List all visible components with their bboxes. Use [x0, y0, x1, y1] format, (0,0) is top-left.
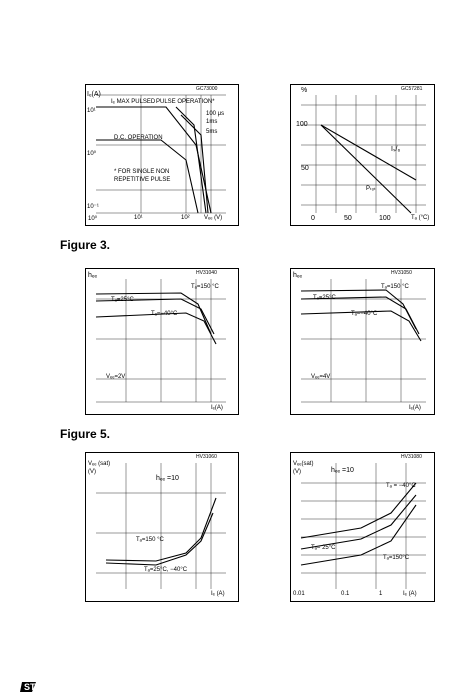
vcesat-150-label: Tₐ=150 °C	[136, 537, 164, 543]
hfe2v-25c	[95, 298, 215, 335]
vcesat-ylabel: Vₑₑ (sat)	[88, 461, 111, 467]
vcesat-25c	[105, 512, 214, 566]
chart-derating: GC57281 % 100 50 0 50 100 Tₐ (°C) Iₛ/₆ P…	[290, 84, 435, 226]
soa-ytick: 10⁰	[87, 151, 97, 157]
hfe4v-m40-label: Tₐ=−40°C	[351, 311, 378, 317]
soa-ytick: 10¹	[87, 108, 96, 114]
hfe2v-xlabel: Iₑ(A)	[211, 405, 223, 411]
derating-sb-label: Iₛ/₆	[391, 146, 401, 153]
hfe2v-25-label: Tₐ=25°C	[111, 297, 134, 303]
vbesat-m40-label: Tₐ = −40°C	[386, 483, 416, 489]
chart-vbesat: HV31080 Vₑₑ(sat) (V) hₑₑ =10 Tₐ = −40°C …	[290, 452, 435, 602]
vcesat-150c	[105, 497, 217, 562]
vbesat-xtick: 0.01	[293, 591, 305, 597]
hfe4v-ylabel: hₑₑ	[293, 272, 303, 279]
vbesat-xlabel: Iₑ (A)	[403, 591, 417, 597]
hfe2v-m40c	[95, 312, 217, 345]
soa-ann-5ms: 5ms	[206, 129, 218, 135]
derating-xtick: 50	[344, 215, 352, 222]
figure-5-label: Figure 5.	[60, 427, 111, 441]
soa-pulsed-curve	[96, 106, 212, 214]
soa-ann-dc: D.C. OPERATION	[114, 135, 163, 141]
vcesat-ylabel-unit: (V)	[88, 469, 96, 475]
derating-xlabel: Tₐ (°C)	[411, 215, 430, 221]
soa-ylabel: Iₑ(A)	[87, 91, 101, 98]
vbesat-25-label: Tₐ= 25°C	[311, 545, 336, 551]
hfe4v-150-label: Tₐ=150 °C	[381, 284, 409, 290]
derating-ylabel: %	[301, 87, 308, 94]
derating-ytick: 50	[301, 165, 309, 172]
soa-ann-single1: * FOR SINGLE NON	[114, 169, 170, 175]
hfe2v-svg	[95, 279, 226, 403]
chart-vcesat: HV31060 Vₑₑ (sat) (V) hₑₑ =10 Tₐ=150 °C …	[85, 452, 239, 602]
vbesat-25c	[300, 494, 417, 550]
soa-xtick: 10²	[181, 215, 190, 221]
vbesat-150c	[300, 504, 417, 566]
chart-hfe-2v: HV31040 hₑₑ Tₐ=150 °C Tₐ=25°C Tₐ=−40°C V…	[85, 268, 239, 415]
soa-xlabel: Vₑₑ (V)	[204, 215, 223, 221]
vbesat-xtick: 1	[379, 591, 383, 597]
derating-ptot-line	[320, 124, 412, 214]
svg-text:ST: ST	[24, 682, 36, 692]
derating-sb-line	[320, 124, 417, 181]
hfe4v-m40c	[300, 310, 422, 342]
vbesat-ylabel: Vₑₑ(sat)	[293, 461, 314, 467]
derating-ytick: 100	[296, 121, 308, 128]
hfe2v-code: HV31040	[196, 270, 217, 276]
hfe4v-vce: Vₑₑ=4V	[311, 374, 331, 380]
hfe2v-ylabel: hₑₑ	[88, 272, 98, 279]
figure-3-label: Figure 3.	[60, 238, 111, 252]
vcesat-code: HV31060	[196, 454, 217, 460]
chart-safe-operating-area: GC73000 Iₑ(A) Iₑ MAX PULSED PULSE OPERAT…	[85, 84, 239, 226]
soa-ann-100us: 100 μs	[206, 111, 225, 117]
vbesat-hfe: hₑₑ =10	[331, 467, 354, 474]
hfe2v-vce: Vₑₑ=2V	[106, 374, 126, 380]
soa-ytick: 10⁻¹	[87, 204, 99, 210]
soa-ann-1ms: 1ms	[206, 119, 218, 125]
vcesat-hfe: hₑₑ =10	[156, 475, 179, 482]
hfe4v-25c	[300, 296, 420, 335]
vcesat-xlabel: Iₑ (A)	[211, 591, 225, 597]
soa-xtick: 10¹	[134, 215, 143, 221]
vbesat-ylabel-unit: (V)	[293, 469, 301, 475]
soa-xtick: 10⁰	[88, 216, 98, 222]
hfe2v-150-label: Tₐ=150 °C	[191, 284, 219, 290]
vcesat-svg	[96, 463, 226, 589]
hfe2v-150c	[95, 292, 212, 335]
soa-ann-max: Iₑ MAX PULSED	[111, 99, 156, 105]
soa-code: GC73000	[196, 86, 218, 92]
derating-ptot-label: Pₜₒₜ	[366, 186, 376, 192]
vcesat-25-label: Tₐ=25°C, −40°C	[144, 567, 188, 573]
vbesat-svg	[300, 463, 426, 589]
hfe4v-svg	[300, 279, 426, 403]
derating-xtick: 100	[379, 215, 391, 222]
soa-dc-curve	[96, 139, 199, 214]
soa-svg	[96, 94, 226, 214]
hfe2v-m40-label: Tₐ=−40°C	[151, 311, 178, 317]
vbesat-m40c	[300, 482, 417, 539]
chart-hfe-4v: HV31050 hₑₑ Tₐ=150 °C Tₐ=25°C Tₐ=−40°C V…	[290, 268, 435, 415]
vbesat-code: HV31080	[401, 454, 422, 460]
st-logo-icon: ST	[20, 682, 36, 692]
soa-ann-single2: REPETITIVE PULSE	[114, 177, 171, 183]
hfe4v-xlabel: Iₑ(A)	[409, 405, 421, 411]
hfe4v-25-label: Tₐ=25°C	[313, 295, 336, 301]
derating-code: GC57281	[401, 86, 423, 92]
vbesat-150-label: Tₐ=150°C	[383, 555, 410, 561]
derating-xtick: 0	[311, 215, 315, 222]
soa-ann-pulse: PULSE OPERATION*	[156, 99, 215, 105]
vbesat-xtick: 0.1	[341, 591, 350, 597]
hfe4v-code: HV31050	[391, 270, 412, 276]
derating-svg	[301, 95, 426, 214]
